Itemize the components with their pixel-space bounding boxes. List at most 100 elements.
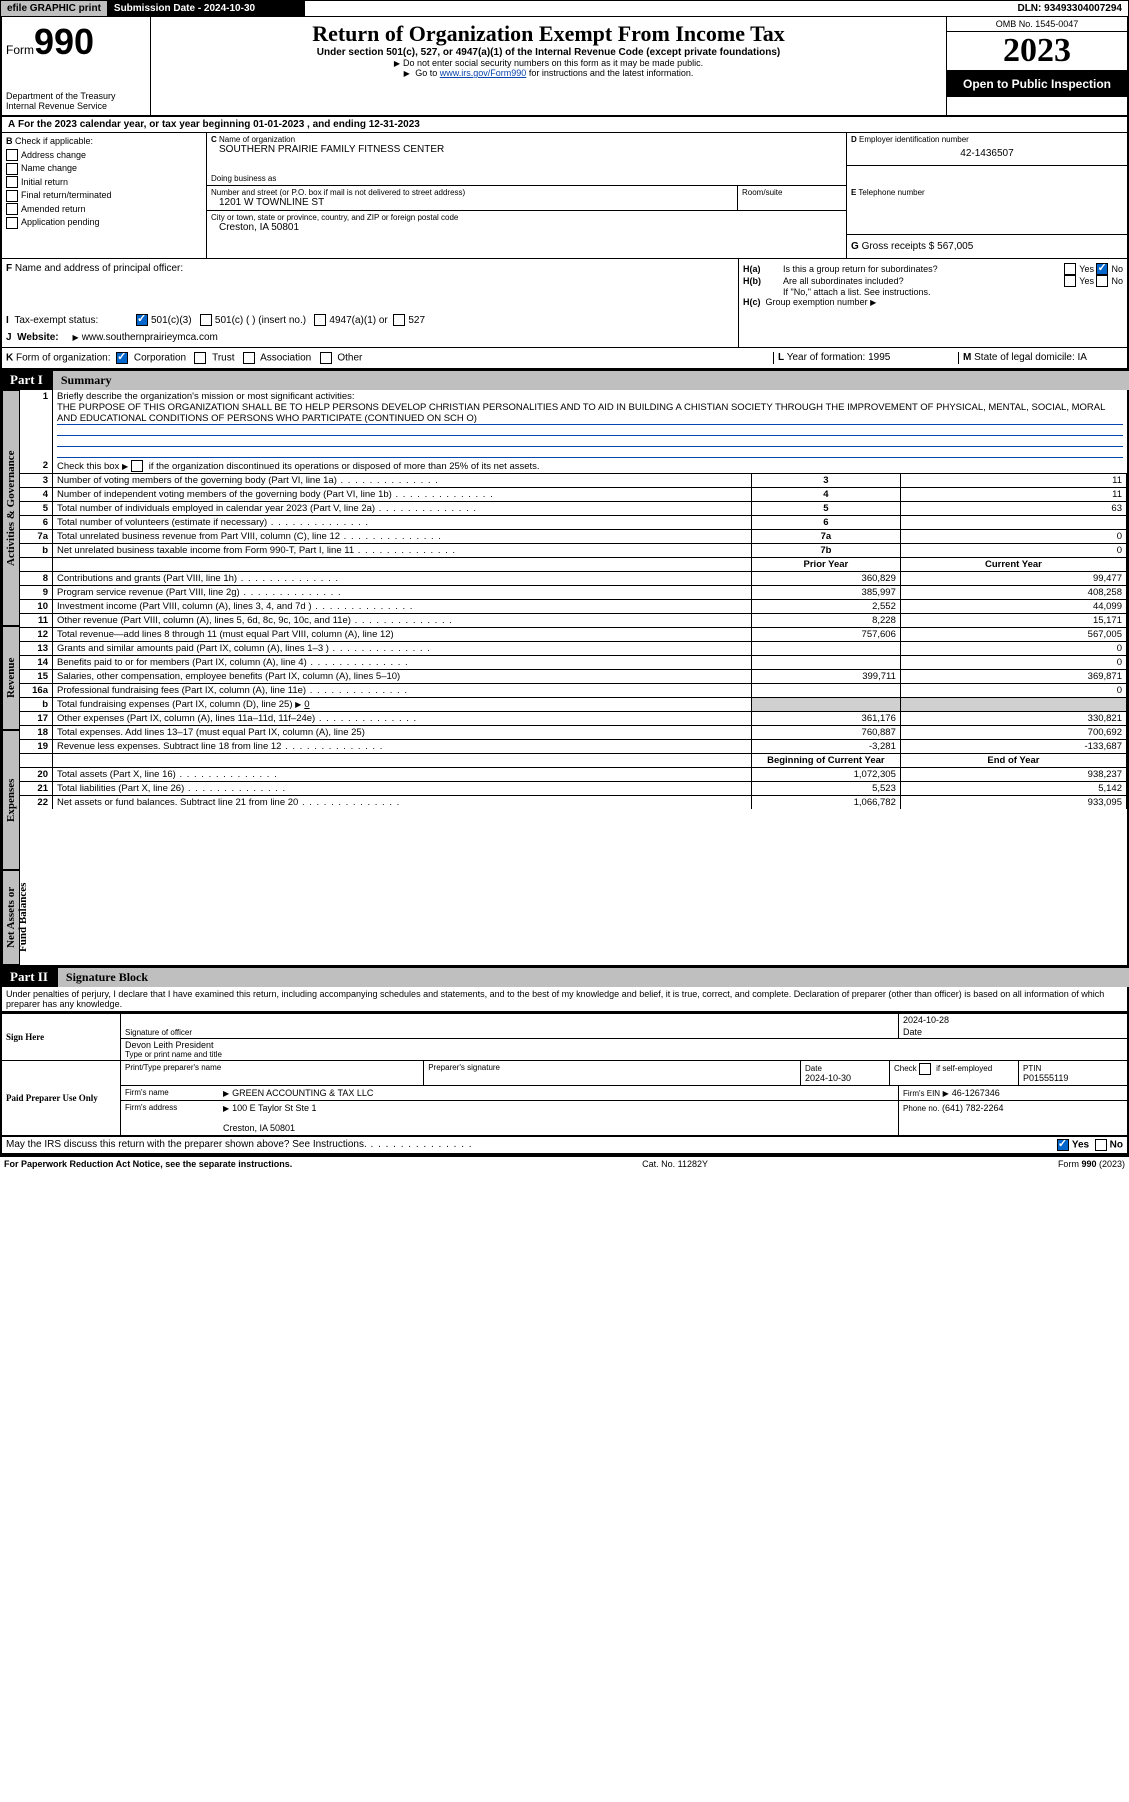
c10: 44,099 (900, 600, 1126, 614)
check-501c3[interactable] (136, 314, 148, 326)
check-4947[interactable] (314, 314, 326, 326)
check-amended[interactable] (6, 203, 18, 215)
label-name-change: Name change (21, 163, 77, 173)
open-public-label: Open to Public Inspection (947, 71, 1127, 97)
irs-label: Internal Revenue Service (6, 101, 146, 111)
submission-date-button[interactable]: Submission Date - 2024-10-30 (108, 1, 262, 16)
check-self-employed[interactable] (919, 1063, 931, 1075)
ptin-label: PTIN (1023, 1064, 1041, 1073)
p19: -3,281 (751, 740, 900, 754)
tax-exempt-label: Tax-exempt status: (14, 315, 98, 326)
date-signed: 2024-10-28 (899, 1014, 1129, 1027)
l20: Total assets (Part X, line 16) (53, 768, 752, 782)
declaration-text: Under penalties of perjury, I declare th… (0, 987, 1129, 1013)
check-initial-return[interactable] (6, 176, 18, 188)
blank-button[interactable] (262, 1, 305, 16)
domicile: IA (1078, 352, 1087, 363)
l18: Total expenses. Add lines 13–17 (must eq… (53, 726, 752, 740)
firm-addr-label: Firm's address (121, 1101, 219, 1135)
check-corporation[interactable] (116, 352, 128, 364)
check-final-return[interactable] (6, 190, 18, 202)
c13: 0 (900, 642, 1126, 656)
irs-link[interactable]: www.irs.gov/Form990 (440, 68, 527, 78)
check-527[interactable] (393, 314, 405, 326)
phone-label: Telephone number (858, 188, 924, 197)
ha-yes[interactable] (1064, 263, 1076, 275)
discuss-no[interactable] (1095, 1139, 1107, 1151)
website-value: www.southernprairieymca.com (82, 332, 218, 343)
firm-phone: (641) 782-2264 (942, 1103, 1004, 1113)
c21: 5,142 (900, 782, 1126, 796)
form-id-col: Form990 Department of the Treasury Inter… (2, 17, 151, 115)
tab-expenses: Expenses (2, 730, 20, 870)
paid-preparer-label: Paid Preparer Use Only (1, 1061, 121, 1137)
part2-num: Part II (0, 967, 58, 987)
check-association[interactable] (243, 352, 255, 364)
part1-title: Summary (53, 371, 1129, 390)
l22: Net assets or fund balances. Subtract li… (53, 796, 752, 810)
gross-label: Gross receipts $ (862, 241, 935, 252)
form-number: 990 (34, 21, 94, 62)
street-value: 1201 W TOWNLINE ST (211, 197, 733, 208)
part1-num: Part I (0, 370, 53, 390)
hc-label: Group exemption number (766, 297, 868, 307)
ein-label: Employer identification number (859, 135, 969, 144)
form-title: Return of Organization Exempt From Incom… (155, 21, 942, 47)
firm-phone-label: Phone no. (903, 1104, 939, 1113)
tab-activities: Activities & Governance (2, 390, 20, 626)
check-app-pending[interactable] (6, 217, 18, 229)
p10: 2,552 (751, 600, 900, 614)
efile-button[interactable]: efile GRAPHIC print (1, 1, 108, 16)
dept-label: Department of the Treasury (6, 91, 146, 101)
l8: Contributions and grants (Part VIII, lin… (53, 572, 752, 586)
p8: 360,829 (751, 572, 900, 586)
label-527: 527 (408, 315, 425, 326)
c18: 700,692 (900, 726, 1126, 740)
tax-year: 2023 (947, 32, 1127, 71)
v4: 11 (900, 488, 1126, 502)
label-app-pending: Application pending (21, 217, 100, 227)
form-label: Form (6, 43, 34, 57)
label-amended: Amended return (21, 204, 86, 214)
p15: 399,711 (751, 670, 900, 684)
check-501c[interactable] (200, 314, 212, 326)
ha-label: Is this a group return for subordinates? (783, 264, 1064, 274)
l6: Total number of volunteers (estimate if … (53, 516, 752, 530)
firm-addr2: Creston, IA 50801 (223, 1123, 295, 1133)
c22: 933,095 (900, 796, 1126, 810)
check-discontinued[interactable] (131, 460, 143, 472)
type-label: Type or print name and title (125, 1050, 1123, 1059)
l10: Investment income (Part VIII, column (A)… (53, 600, 752, 614)
c8: 99,477 (900, 572, 1126, 586)
check-other[interactable] (320, 352, 332, 364)
v6 (900, 516, 1126, 530)
ha-no[interactable] (1096, 263, 1108, 275)
part1-header: Part I Summary (0, 370, 1129, 390)
check-name-change[interactable] (6, 163, 18, 175)
check-trust[interactable] (194, 352, 206, 364)
form-org-label: Form of organization: (16, 353, 111, 364)
dln-label: DLN: 93493304007294 (1011, 1, 1128, 16)
check-address-change[interactable] (6, 149, 18, 161)
c16a: 0 (900, 684, 1126, 698)
part2-header: Part II Signature Block (0, 967, 1129, 987)
street-label: Number and street (or P.O. box if mail i… (211, 188, 733, 197)
p13 (751, 642, 900, 656)
signature-table: Sign Here 2024-10-28 Signature of office… (0, 1013, 1129, 1137)
p22: 1,066,782 (751, 796, 900, 810)
hb-no[interactable] (1096, 275, 1108, 287)
mission-text: THE PURPOSE OF THIS ORGANIZATION SHALL B… (57, 402, 1105, 424)
prep-date-label: Date (805, 1064, 822, 1073)
discuss-yes[interactable] (1057, 1139, 1069, 1151)
hb-yes[interactable] (1064, 275, 1076, 287)
label-address-change: Address change (21, 150, 86, 160)
l9: Program service revenue (Part VIII, line… (53, 586, 752, 600)
label-final-return: Final return/terminated (21, 190, 112, 200)
title-col: Return of Organization Exempt From Incom… (151, 17, 946, 115)
website-label: Website: (17, 332, 59, 343)
room-label: Room/suite (737, 186, 846, 210)
date-label: Date (899, 1026, 1129, 1039)
officer-label: Name and address of principal officer: (15, 263, 183, 274)
eoy-hdr: End of Year (900, 754, 1126, 768)
v3: 11 (900, 474, 1126, 488)
